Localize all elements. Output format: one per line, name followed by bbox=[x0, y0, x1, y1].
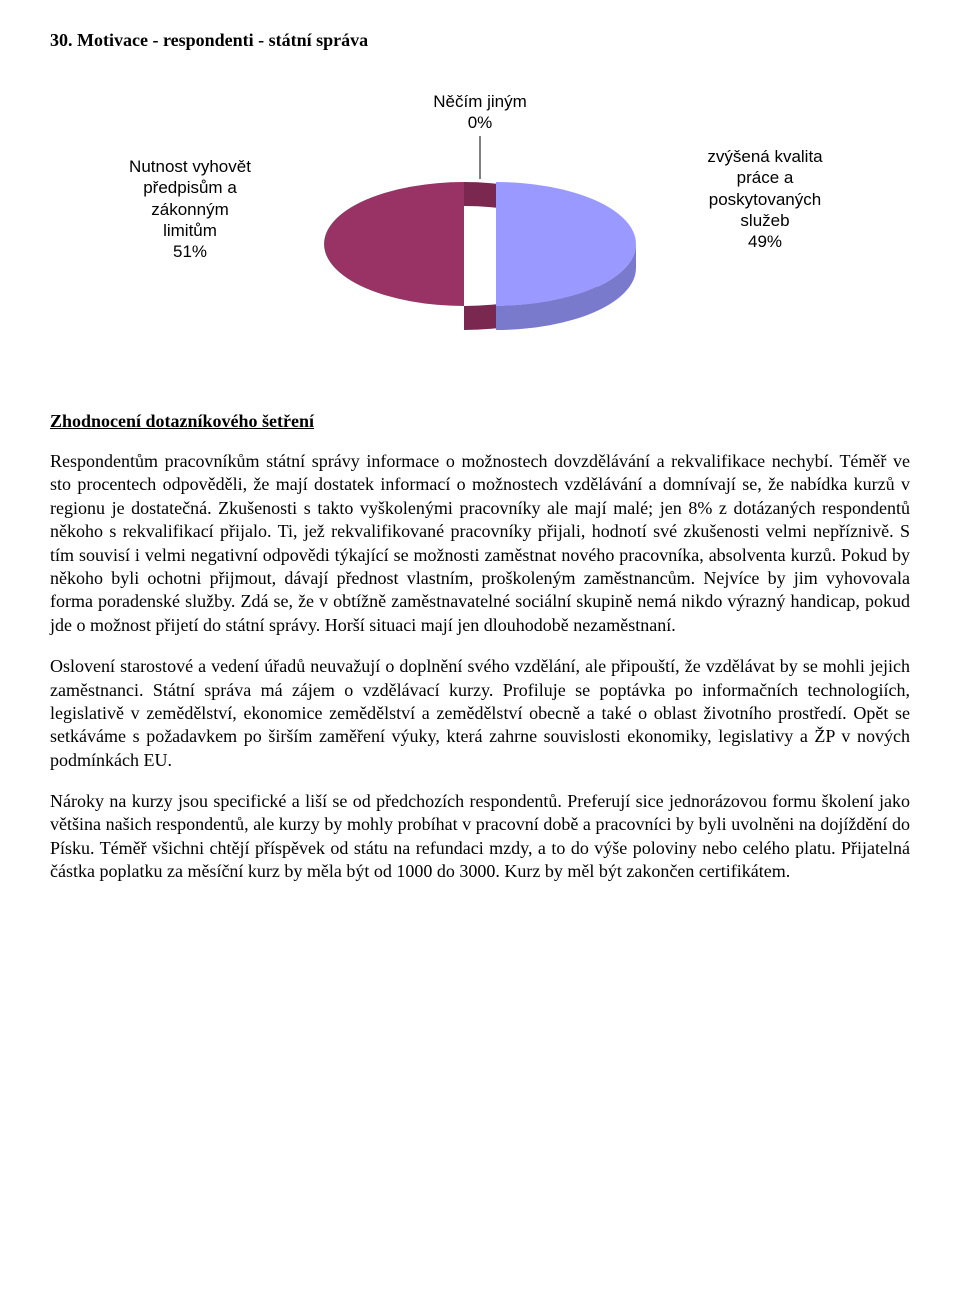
paragraph-1: Respondentům pracovníkům státní správy i… bbox=[50, 450, 910, 637]
paragraph-2: Oslovení starostové a vedení úřadů neuva… bbox=[50, 655, 910, 772]
chart-title: 30. Motivace - respondenti - státní sprá… bbox=[50, 30, 910, 51]
pie-label-top: Něčím jiným 0% bbox=[410, 91, 550, 134]
paragraph-3: Nároky na kurzy jsou specifické a liší s… bbox=[50, 790, 910, 884]
pie-label-right: zvýšená kvalita práce a poskytovaných sl… bbox=[675, 146, 855, 252]
pie-chart: Nutnost vyhovět předpisům a zákonným lim… bbox=[80, 61, 880, 381]
section-subheading: Zhodnocení dotazníkového šetření bbox=[50, 411, 910, 432]
pie-label-left: Nutnost vyhovět předpisům a zákonným lim… bbox=[100, 156, 280, 262]
pie-slice-right bbox=[496, 182, 636, 330]
